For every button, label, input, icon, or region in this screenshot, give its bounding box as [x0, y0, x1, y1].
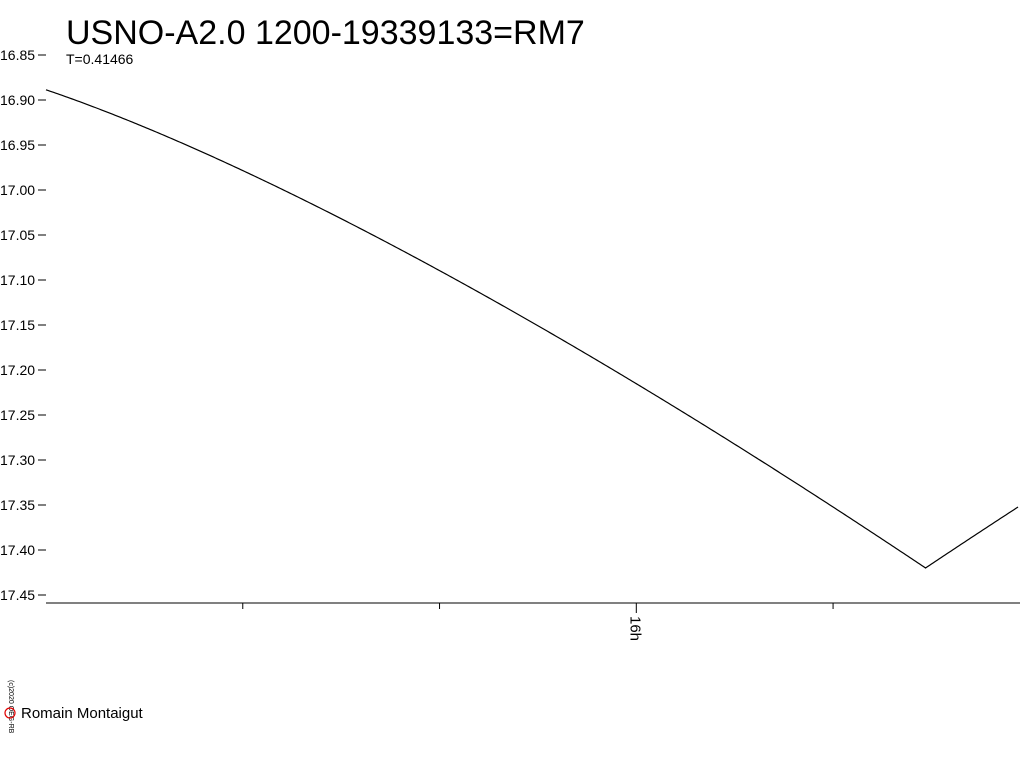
period-label: T=0.41466	[66, 51, 134, 67]
y-tick-label: 17.30	[0, 452, 35, 468]
legend: Romain Montaigut	[4, 705, 144, 722]
y-tick-label: 16.90	[0, 92, 35, 108]
y-tick-label: 17.20	[0, 362, 35, 378]
y-tick-label: 17.00	[0, 182, 35, 198]
y-tick-label: 17.35	[0, 497, 35, 513]
y-tick-label: 17.15	[0, 317, 35, 333]
legend-marker-icon	[4, 707, 16, 719]
copyright-text: (c)2020 OEG-RB	[7, 680, 14, 734]
y-tick-label: 17.40	[0, 542, 35, 558]
y-tick-label: 17.45	[0, 587, 35, 603]
x-axis: 16h20h2009-08-314h8h12h16h	[46, 602, 1020, 641]
model-curve	[45, 89, 1019, 569]
chart-title: USNO-A2.0 1200-19339133=RM7	[66, 14, 585, 52]
x-tick-label: 16h	[626, 616, 643, 641]
y-tick-label: 17.05	[0, 227, 35, 243]
y-tick-label: 16.95	[0, 137, 35, 153]
legend-label: Romain Montaigut	[21, 705, 144, 722]
y-tick-label: 17.10	[0, 272, 35, 288]
y-tick-label: 16.85	[0, 47, 35, 63]
y-tick-label: 17.25	[0, 407, 35, 423]
y-axis: 16.85 16.90 16.95 17.00 17.05 17.10 17.15 17.20…	[0, 47, 46, 603]
